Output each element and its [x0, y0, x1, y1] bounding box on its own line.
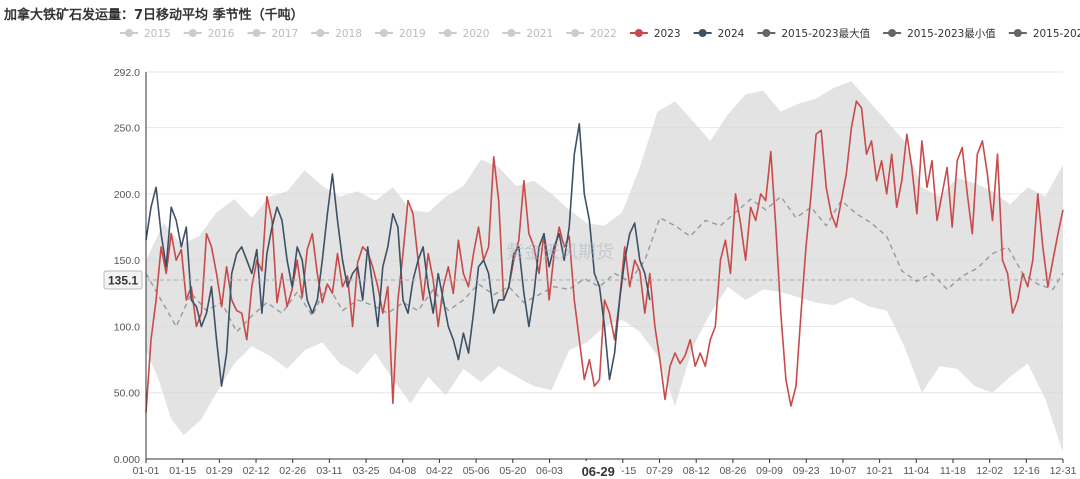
legend-label: 2015-2023最大值 — [781, 27, 870, 40]
x-tick-label: 12-02 — [976, 465, 1003, 477]
chart-legend: 2015 2016 2017 2018 2019 2020 2021 2022 2023 2024… — [120, 27, 1080, 40]
legend-marker — [634, 29, 643, 37]
watermark: 紫金天风期货 — [506, 242, 614, 263]
y-tick-label: 250.0 — [114, 123, 140, 135]
x-tick-label: 03-11 — [316, 465, 342, 477]
x-tick-label: 11-04 — [903, 465, 929, 477]
highlight-x-box — [576, 461, 621, 479]
legend-label: 2024 — [718, 28, 745, 40]
overlay: 135.1 06-29 紫金天风期货 — [103, 242, 1063, 479]
x-tick-label: 10-07 — [829, 465, 856, 477]
x-tick-label: 05-06 — [463, 465, 490, 477]
legend-label: 2019 — [399, 28, 426, 40]
series-2024-line — [145, 122, 651, 387]
legend-item-2016[interactable]: 2016 — [183, 28, 235, 40]
legend-label: 2015-2023均值 — [1033, 27, 1080, 40]
legend-label: 2020 — [463, 28, 490, 40]
legend-item-2023[interactable]: 2023 — [629, 28, 681, 40]
x-tick-label: 12-31 — [1050, 465, 1077, 477]
x-tick-label: 03-25 — [353, 465, 380, 477]
legend-label: 2018 — [335, 28, 362, 40]
legend-marker — [188, 29, 197, 37]
legend-label: 2023 — [654, 28, 681, 40]
legend-label: 2022 — [590, 28, 617, 40]
axes: 0.000 50.00 100.0 150.0 200.0 250.0 292.0 01-01… — [114, 67, 1077, 477]
legend-label: 2017 — [271, 28, 298, 40]
x-tick-label: 04-22 — [426, 465, 453, 477]
legend-item-2020[interactable]: 2020 — [438, 28, 490, 40]
pointer-value-box — [103, 270, 143, 290]
legend-item-2015[interactable]: 2015 — [120, 28, 171, 40]
y-tick-label: 100.0 — [114, 321, 140, 333]
x-tick-label: 02-12 — [243, 465, 270, 477]
x-tick-label: 01-29 — [206, 465, 233, 477]
legend-item-2018[interactable]: 2018 — [311, 28, 362, 40]
x-tick-label: 01-01 — [133, 465, 160, 477]
legend-marker — [762, 29, 771, 37]
legend-marker — [252, 29, 261, 37]
x-tick-label: 08-12 — [683, 465, 710, 477]
legend-marker — [125, 29, 133, 37]
x-tick-label: 06-03 — [536, 465, 563, 477]
x-tick-label: 12-16 — [1013, 465, 1040, 477]
legend-marker — [888, 29, 897, 37]
x-tick-label: 04-08 — [389, 465, 416, 477]
legend-item-2022[interactable]: 2022 — [566, 28, 617, 40]
legend-item-2015-2023最小值[interactable]: 2015-2023最小值 — [883, 27, 996, 40]
legend-item-2024[interactable]: 2024 — [693, 28, 745, 40]
x-tick-label: 07-29 — [646, 465, 673, 477]
legend-marker — [443, 29, 452, 37]
y-tick-label: 0.000 — [114, 454, 140, 466]
series-2023-line — [145, 100, 1064, 413]
legend-marker — [698, 29, 707, 37]
legend-item-2017[interactable]: 2017 — [247, 28, 298, 40]
legend-item-2021[interactable]: 2021 — [502, 28, 553, 40]
legend-marker — [571, 29, 580, 37]
chart-title: 加拿大铁矿石发运量：7日移动平均 季节性（千吨） — [4, 8, 304, 23]
x-tick-label: 10-21 — [866, 465, 893, 477]
legend-marker — [507, 29, 516, 37]
legend-item-2015-2023最大值[interactable]: 2015-2023最大值 — [757, 27, 871, 40]
series-lines — [145, 100, 1064, 413]
x-tick-label: 08-26 — [719, 465, 746, 477]
highlight-x-label: 06-29 — [582, 464, 615, 479]
legend-marker — [379, 29, 388, 37]
x-tick-label: 11-18 — [940, 465, 966, 477]
x-tick-label: 02-26 — [279, 465, 306, 477]
y-tick-label: 150.0 — [114, 255, 140, 267]
legend-item-2019[interactable]: 2019 — [374, 28, 426, 40]
legend-label: 2015 — [144, 28, 171, 40]
legend-label: 2016 — [208, 28, 235, 40]
pointer-value-label: 135.1 — [108, 273, 138, 287]
x-tick-label: 05-20 — [499, 465, 526, 477]
x-tick-label: 09-09 — [756, 465, 783, 477]
legend-marker — [1013, 29, 1022, 37]
legend-item-2015-2023均值[interactable]: 2015-2023均值 — [1008, 27, 1080, 40]
x-tick-label: 09-23 — [793, 465, 820, 477]
y-tick-label: 200.0 — [114, 189, 140, 201]
range-band — [146, 81, 1063, 453]
range-band-area — [146, 81, 1063, 453]
x-tick-label: 01-15 — [169, 465, 196, 477]
y-tick-label: 292.0 — [114, 67, 140, 79]
legend-label: 2015-2023最小值 — [907, 27, 996, 40]
legend-marker — [316, 29, 325, 37]
legend-label: 2021 — [526, 28, 553, 40]
series-avg-line — [145, 195, 1064, 333]
y-tick-label: 50.00 — [114, 388, 140, 400]
